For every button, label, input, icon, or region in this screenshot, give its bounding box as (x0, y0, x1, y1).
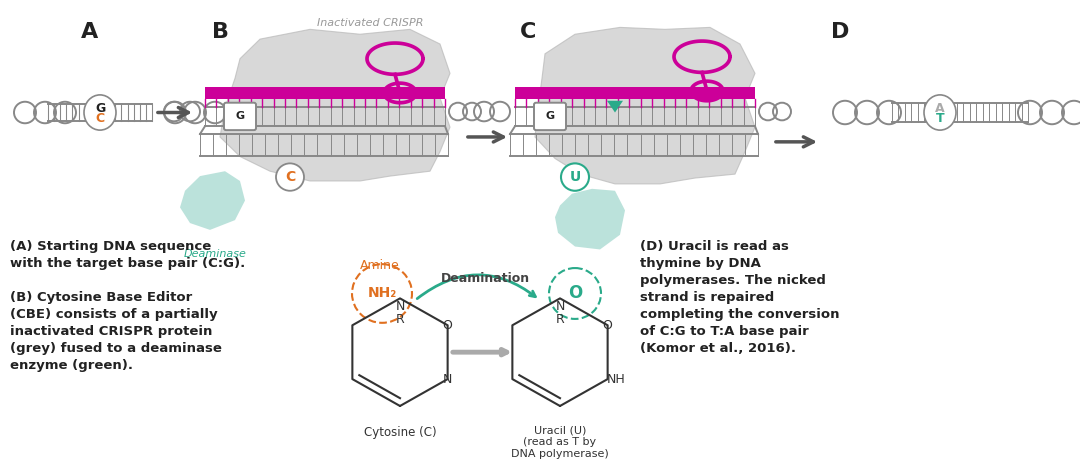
Text: C: C (95, 112, 105, 125)
Ellipse shape (84, 95, 116, 130)
Ellipse shape (924, 95, 956, 130)
Text: Deaminase: Deaminase (184, 249, 246, 259)
Text: N: N (395, 300, 405, 312)
Circle shape (276, 163, 303, 191)
Bar (205, 87, 445, 99)
Polygon shape (535, 27, 755, 184)
Text: NH: NH (606, 372, 625, 385)
Text: C: C (285, 170, 295, 184)
Circle shape (549, 268, 600, 319)
Text: T: T (935, 112, 944, 125)
Text: Amine: Amine (360, 259, 400, 272)
Text: N: N (443, 372, 453, 385)
Circle shape (561, 163, 589, 191)
Text: Cytosine (C): Cytosine (C) (364, 425, 436, 438)
Circle shape (352, 264, 411, 323)
Text: N: N (555, 300, 565, 312)
Text: Inactivated CRISPR: Inactivated CRISPR (316, 18, 423, 27)
Text: U: U (569, 170, 581, 184)
Polygon shape (607, 101, 623, 113)
Text: (D) Uracil is read as
thymine by DNA
polymerases. The nicked
strand is repaired
: (D) Uracil is read as thymine by DNA pol… (640, 239, 839, 355)
FancyBboxPatch shape (224, 103, 256, 130)
Text: B: B (212, 21, 229, 41)
Text: R: R (555, 313, 565, 326)
Text: O: O (568, 285, 582, 303)
Text: Uracil (U)
(read as T by
DNA polymerase): Uracil (U) (read as T by DNA polymerase) (511, 425, 609, 459)
Text: (A) Starting DNA sequence
with the target base pair (C:G).

(B) Cytosine Base Ed: (A) Starting DNA sequence with the targe… (10, 239, 245, 372)
Text: Deamination: Deamination (441, 272, 529, 285)
Polygon shape (180, 171, 245, 230)
Text: NH₂: NH₂ (367, 286, 396, 300)
Text: R: R (395, 313, 404, 326)
Text: A: A (81, 21, 98, 41)
Text: C: C (519, 21, 536, 41)
Text: G: G (95, 102, 105, 115)
Text: O: O (443, 319, 453, 332)
Polygon shape (220, 29, 450, 181)
FancyBboxPatch shape (534, 103, 566, 130)
Polygon shape (555, 189, 625, 249)
Text: G: G (545, 112, 554, 121)
Bar (515, 87, 755, 99)
Text: A: A (935, 102, 945, 115)
Text: D: D (831, 21, 849, 41)
Text: G: G (235, 112, 244, 121)
Text: O: O (603, 319, 612, 332)
